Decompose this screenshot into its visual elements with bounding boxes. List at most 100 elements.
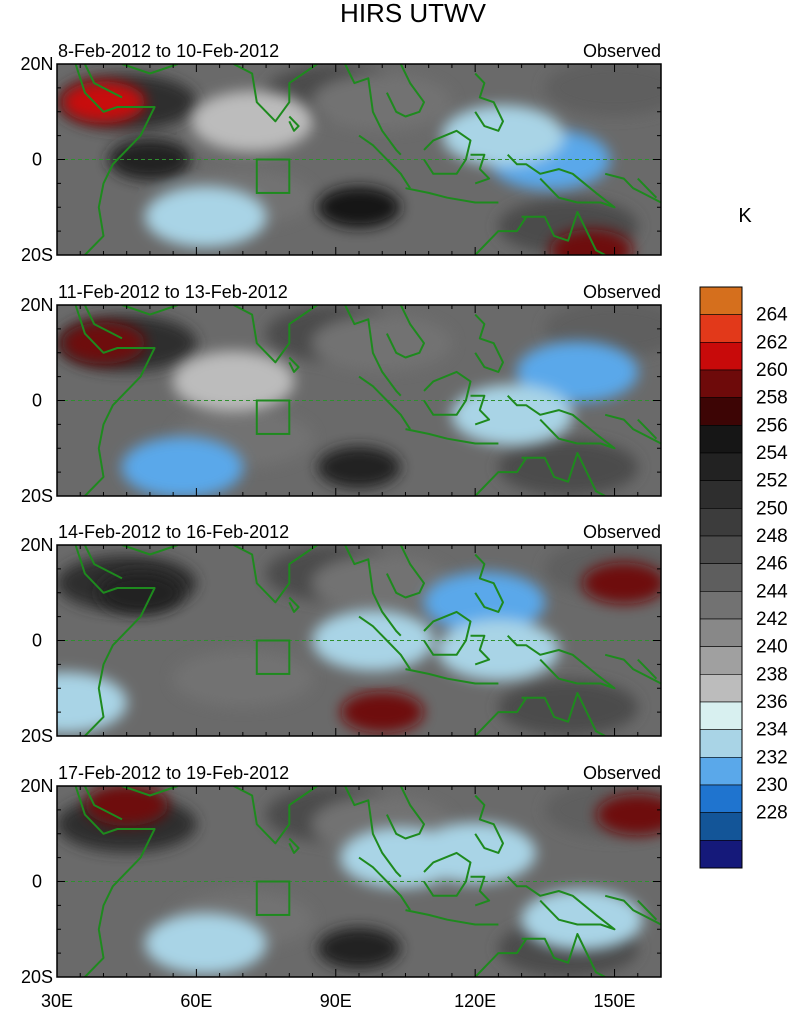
- coastline: [288, 837, 300, 854]
- x-tick-label: 30E: [41, 991, 73, 1011]
- coastline: [637, 177, 658, 199]
- x-tick-label: 60E: [180, 991, 212, 1011]
- coastline: [474, 697, 528, 736]
- map-panels: 20N 0 20S 8-Feb-2012 to 10-Feb-2012 Observed…: [20, 41, 662, 987]
- panel-date-label: 11-Feb-2012 to 13-Feb-2012: [58, 282, 288, 302]
- colorbar-swatch: [699, 369, 743, 398]
- contour-blob: [516, 341, 639, 403]
- coastline: [604, 172, 661, 204]
- colorbar-label: 258: [756, 388, 788, 409]
- y-tick-label: 20S: [21, 967, 53, 987]
- coastline: [233, 545, 318, 604]
- y-tick-label: 20N: [20, 295, 53, 315]
- colorbar-swatch: [699, 508, 743, 537]
- coastline: [288, 356, 300, 373]
- coastline: [474, 938, 528, 977]
- coastline: [604, 653, 661, 685]
- coastline: [470, 634, 491, 666]
- coastline: [84, 64, 123, 99]
- colorbar-swatch: [699, 591, 743, 620]
- colorbar-label: 260: [756, 360, 788, 381]
- coastline: [84, 545, 123, 580]
- colorbar-label: 234: [756, 720, 788, 741]
- panel-type-label: Observed: [583, 522, 661, 542]
- coastline: [405, 428, 499, 445]
- coastlines: [74, 64, 661, 255]
- contour-blob: [437, 619, 560, 681]
- coastline: [423, 610, 472, 656]
- coastline: [344, 545, 402, 637]
- coastline: [470, 875, 491, 907]
- panel-type-label: Observed: [583, 763, 661, 783]
- coastline: [604, 413, 661, 445]
- contour-blob: [414, 822, 536, 884]
- region-box: [255, 639, 291, 675]
- coastline: [604, 894, 661, 926]
- y-tick-label: 0: [32, 391, 42, 411]
- colorbar-swatch: [699, 618, 743, 647]
- contour-blob: [317, 927, 401, 970]
- colorbar-swatch: [699, 535, 743, 564]
- coastline: [423, 370, 472, 416]
- colorbar-label: 236: [756, 692, 788, 713]
- colorbar-swatch: [699, 784, 743, 813]
- contour-blob: [521, 889, 643, 951]
- field-patch: [312, 315, 453, 372]
- coastline: [423, 851, 472, 897]
- y-tick-label: 0: [32, 631, 42, 651]
- colorbar-label: 250: [756, 498, 788, 519]
- map-panel: 20N 0 20S 11-Feb-2012 to 13-Feb-2012 Observe…: [20, 282, 662, 506]
- field-patch: [544, 64, 661, 116]
- contour-field: [57, 786, 661, 977]
- y-tick-label: 20N: [20, 776, 53, 796]
- y-tick-label: 20S: [21, 726, 53, 746]
- colorbar-swatch: [699, 425, 743, 454]
- coastline: [233, 64, 318, 123]
- field-patch: [498, 679, 639, 736]
- coastline: [637, 658, 658, 680]
- figure-title: HIRS UTWV: [340, 0, 487, 28]
- panel-date-label: 14-Feb-2012 to 16-Feb-2012: [58, 522, 289, 542]
- coastline: [386, 545, 425, 599]
- contour-blob: [172, 351, 295, 412]
- contour-blob: [582, 562, 661, 604]
- colorbar-label: 248: [756, 526, 788, 547]
- colorbar-label: 230: [756, 775, 788, 796]
- region-box: [255, 399, 291, 435]
- colorbar-label: 232: [756, 747, 788, 768]
- coastline: [344, 305, 402, 397]
- contour-blob: [144, 186, 267, 248]
- coastline: [474, 457, 528, 496]
- x-tick-label: 120E: [454, 991, 496, 1011]
- y-tick-label: 0: [32, 872, 42, 892]
- coastline: [474, 72, 504, 132]
- coastline: [506, 876, 616, 931]
- coastline: [358, 134, 411, 189]
- contour-field: [57, 545, 661, 736]
- x-axis-tick-labels: 30E 60E 90E 120E 150E: [41, 991, 636, 1011]
- colorbar-swatch: [699, 757, 743, 786]
- contour-blob: [317, 446, 401, 489]
- contour-blob: [85, 786, 169, 826]
- coastlines: [74, 305, 661, 496]
- colorbar-label: 252: [756, 471, 788, 492]
- colorbar-swatch: [699, 342, 743, 371]
- coastline: [121, 786, 179, 797]
- colorbar-label: 246: [756, 554, 788, 575]
- coastline: [521, 211, 606, 255]
- coastline: [386, 64, 425, 118]
- colorbar-swatch: [699, 812, 743, 841]
- panel-type-label: Observed: [583, 282, 661, 302]
- contour-field: [57, 305, 661, 496]
- coastline: [470, 394, 491, 426]
- colorbar-swatch: [699, 452, 743, 481]
- colorbar-label: 244: [756, 581, 788, 602]
- contour-features: [61, 81, 633, 255]
- coastline: [470, 153, 491, 185]
- y-tick-label: 0: [32, 150, 42, 170]
- field-patch: [498, 439, 639, 496]
- coastline: [344, 64, 402, 156]
- y-tick-label: 20S: [21, 245, 53, 265]
- colorbar-swatch: [699, 314, 743, 343]
